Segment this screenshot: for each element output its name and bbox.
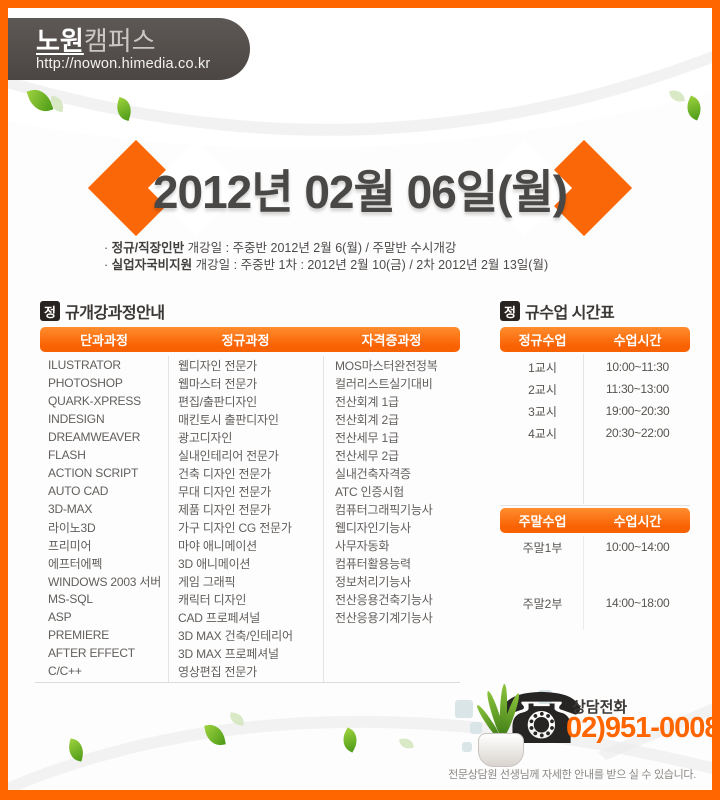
divider <box>583 354 584 504</box>
jeong-badge-icon: 정 <box>500 301 520 321</box>
frame-top <box>0 0 720 8</box>
table-row: 프리미어 마야 애니메이션 사무자동화 <box>48 538 390 553</box>
timetable-row: 주말1부 10:00~14:00 <box>522 540 670 555</box>
table-row: 라이노3D 가구 디자인 CG 전문가 웹디자인기능사 <box>48 520 411 535</box>
divider <box>500 505 690 506</box>
courses-table-header: 단과과정 정규과정 자격증과정 <box>40 327 460 352</box>
campus-name-bold: 노원 <box>36 26 84 56</box>
table-row: FLASH 실내인테리어 전문가 전산세무 2급 <box>48 448 399 463</box>
table-row: ACTION SCRIPT 건축 디자인 전문가 실내건축자격증 <box>48 466 411 481</box>
courses-title-text: 규개강과정안내 <box>65 305 165 322</box>
divider <box>323 356 324 682</box>
timetable-row: 주말2부 14:00~18:00 <box>522 596 670 611</box>
timetable-section-title: 정 규수업 시간표 <box>500 299 615 323</box>
timetable-row: 3교시 19:00~20:30 <box>528 404 670 419</box>
col-header-weekend: 주말수업 <box>518 514 567 529</box>
col-header-regular: 정규수업 <box>518 333 567 348</box>
col-header-time: 수업시간 <box>613 514 662 529</box>
weekend-class-header: 주말수업 수업시간 <box>500 508 690 533</box>
plant-pot-icon <box>478 733 524 767</box>
table-row: ASP CAD 프로페셔널 전산응용기계기능사 <box>48 610 433 625</box>
timetable-row: 4교시 20:30~22:00 <box>528 426 670 441</box>
table-row: C/C++ 영상편집 전문가 <box>48 664 258 679</box>
notice-line: · 실업자국비지원 개강일 : 주중반 1차 : 2012년 2월 10(금) … <box>104 257 548 274</box>
table-row: INDESIGN 매킨토시 출판디자인 전산회계 2급 <box>48 412 399 427</box>
notice-label: 실업자국비지원 <box>111 258 193 272</box>
table-row: 3D-MAX 제품 디자인 전문가 컴퓨터그래픽기능사 <box>48 502 433 517</box>
banner-date: 2012년 02월 06일(월) <box>152 166 568 218</box>
notice-line: · 정규/직장인반 개강일 : 주중반 2012년 2월 6(월) / 주말반 … <box>104 240 548 257</box>
table-row: AUTO CAD 무대 디자인 전문가 ATC 인증시험 <box>48 484 405 499</box>
courses-section-title: 정 규개강과정안내 <box>40 299 165 323</box>
campus-logo: 노원캠퍼스 http://nowon.himedia.co.kr <box>8 18 250 80</box>
jeong-badge-icon: 정 <box>40 301 60 321</box>
call-label: 상담전화 <box>572 699 628 716</box>
bullet: · <box>104 241 109 255</box>
table-row: ILUSTRATOR 웹디자인 전문가 MOS마스터완전정복 <box>48 358 438 373</box>
call-number: 02)951-0008 <box>566 712 720 744</box>
table-row: PHOTOSHOP 웹마스터 전문가 컬러리스트실기대비 <box>48 376 433 391</box>
col-header-jeonggyu: 정규과정 <box>221 333 270 348</box>
deco-square <box>462 742 472 752</box>
timetable-row: 2교시 11:30~13:00 <box>528 382 669 397</box>
frame-left <box>0 0 8 800</box>
notice-text: 개강일 : 주중반 1차 : 2012년 2월 10(금) / 2차 2012년… <box>192 258 549 272</box>
bullet: · <box>104 258 109 272</box>
notice-text: 개강일 : 주중반 2012년 2월 6(월) / 주말반 수시개강 <box>184 241 457 255</box>
campus-name-rest: 캠퍼스 <box>83 26 156 56</box>
opening-notices: · 정규/직장인반 개강일 : 주중반 2012년 2월 6(월) / 주말반 … <box>104 240 548 274</box>
table-row: AFTER EFFECT 3D MAX 프로페셔널 <box>48 646 279 661</box>
col-header-danggwa: 단과과정 <box>80 333 128 348</box>
divider <box>168 356 169 682</box>
frame-bottom <box>0 790 720 800</box>
deco-square <box>470 722 482 734</box>
frame-right <box>712 0 720 800</box>
campus-name: 노원캠퍼스 <box>36 27 250 55</box>
campus-url: http://nowon.himedia.co.kr <box>36 56 211 72</box>
deco-square <box>538 690 552 704</box>
table-row: WINDOWS 2003 서버 게임 그래픽 정보처리기능사 <box>48 574 411 589</box>
table-row: MS-SQL 캐릭터 디자인 전산응용건축기능사 <box>48 592 433 607</box>
table-row: 에프터에펙 3D 애니메이션 컴퓨터활용능력 <box>48 556 411 571</box>
col-header-time: 수업시간 <box>613 333 662 348</box>
col-header-jagyeokjeung: 자격증과정 <box>361 333 422 348</box>
regular-class-header: 정규수업 수업시간 <box>500 327 690 352</box>
notice-label: 정규/직장인반 <box>111 241 185 255</box>
table-row: QUARK-XPRESS 편집/출판디자인 전산회계 1급 <box>48 394 399 409</box>
divider <box>35 682 460 683</box>
timetable-row: 1교시 10:00~11:30 <box>528 360 669 375</box>
call-note: 전문상담원 선생님께 자세한 안내를 받으 실 수 있습니다. <box>448 769 696 781</box>
timetable-title-text: 규수업 시간표 <box>525 305 615 322</box>
table-row: DREAMWEAVER 광고디자인 전산세무 1급 <box>48 430 399 445</box>
divider <box>583 536 584 630</box>
deco-square <box>455 700 473 718</box>
table-row: PREMIERE 3D MAX 건축/인테리어 <box>48 628 293 643</box>
